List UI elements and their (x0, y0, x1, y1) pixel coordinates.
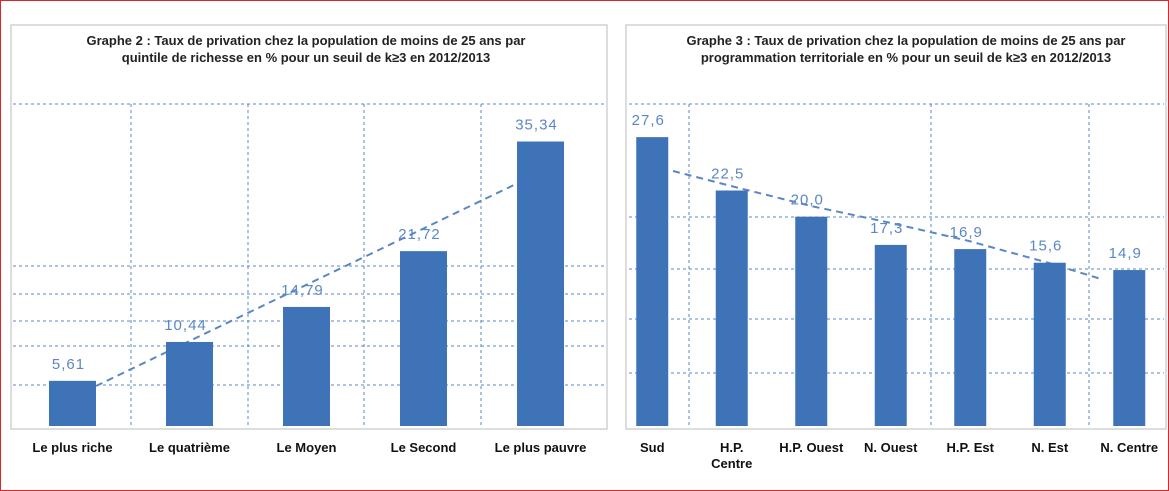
bar (283, 306, 330, 426)
value-label: 22,5 (711, 166, 744, 183)
value-label: 20,0 (791, 192, 824, 209)
value-label: 5,61 (52, 356, 85, 373)
value-label: 16,9 (950, 224, 983, 241)
x-tick-label: Le Second (390, 440, 457, 455)
bar (49, 380, 96, 426)
x-tick-label: H.P. Ouest (779, 440, 844, 455)
x-tick-label: N. Centre (1100, 440, 1159, 455)
bar (874, 244, 907, 426)
bar (517, 141, 564, 426)
x-tick-label: H.P. Centre (711, 440, 753, 471)
bar (166, 341, 213, 426)
value-label: 21,72 (398, 226, 441, 243)
value-label: 35,34 (515, 117, 558, 134)
value-label: 14,79 (281, 282, 324, 299)
value-label: 10,44 (164, 317, 207, 334)
value-label: 15,6 (1029, 238, 1062, 255)
x-tick-label: Le plus pauvre (494, 440, 587, 455)
x-tick-label: Sud (639, 440, 665, 455)
x-tick-label: N. Ouest (864, 440, 918, 455)
bar (400, 251, 447, 426)
bar (715, 190, 748, 426)
bar (636, 137, 669, 426)
value-label: 17,3 (870, 220, 903, 237)
value-label: 14,9 (1109, 245, 1142, 262)
bar (795, 216, 828, 426)
x-tick-label: N. Est (1031, 440, 1069, 455)
bar (1033, 262, 1066, 426)
x-tick-label: Le plus riche (32, 440, 113, 455)
bar (1113, 270, 1146, 426)
chart-frame (625, 24, 1167, 430)
x-tick-label: H.P. Est (946, 440, 994, 455)
value-label: 27,6 (632, 112, 665, 129)
x-tick-label: Le quatrième (149, 440, 230, 455)
bar (954, 249, 987, 426)
chart-title: Graphe 3 : Taux de privation chez la pop… (686, 33, 1126, 65)
x-tick-label: Le Moyen (276, 440, 337, 455)
chart-frame (10, 24, 608, 430)
chart-title: Graphe 2 : Taux de privation chez la pop… (86, 33, 526, 65)
